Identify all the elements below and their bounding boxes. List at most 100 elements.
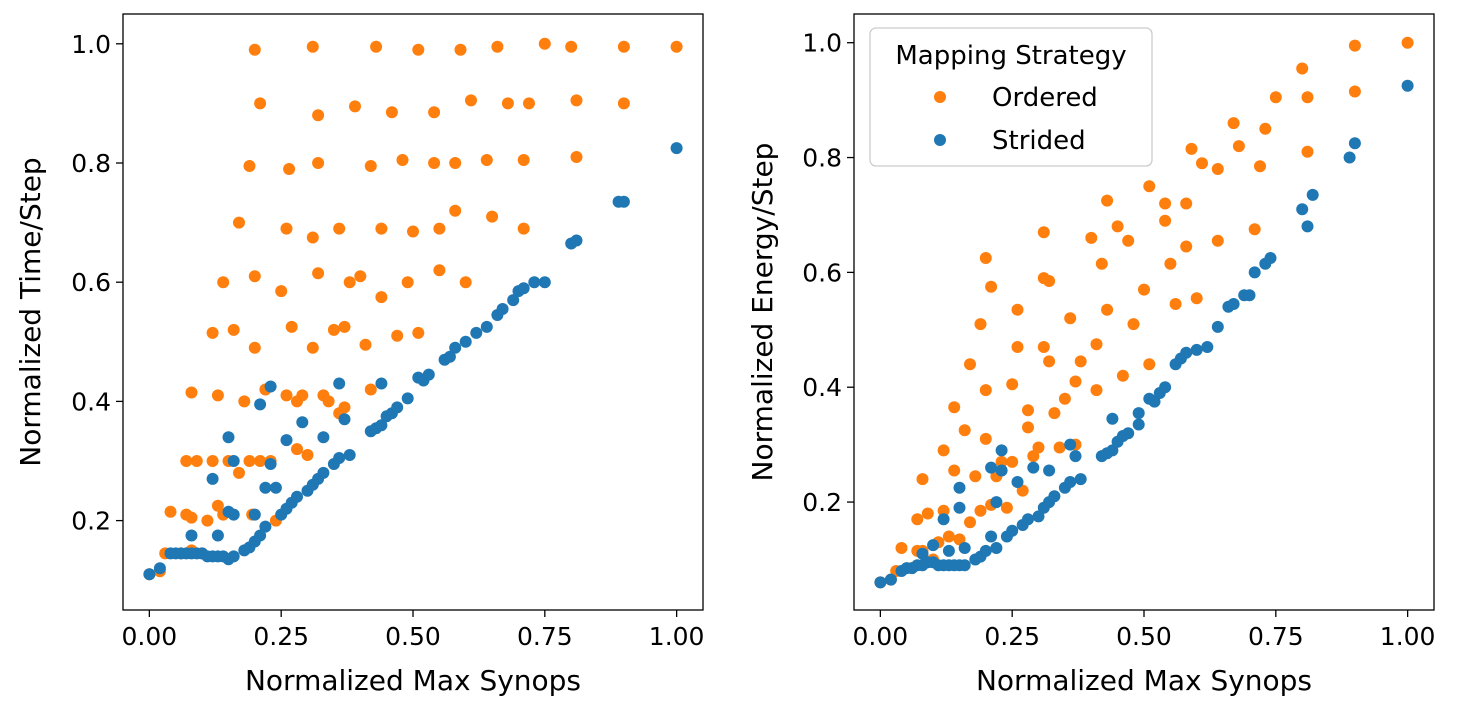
left-ordered-point bbox=[283, 163, 296, 175]
left-x-tick-label: 0.75 bbox=[517, 622, 573, 651]
left-ordered-point bbox=[301, 449, 314, 461]
right-x-axis-label: Normalized Max Synops bbox=[976, 664, 1312, 697]
right-strided-point bbox=[1069, 450, 1082, 463]
right-strided-point bbox=[1201, 341, 1214, 353]
left-strided-point bbox=[227, 508, 240, 521]
left-strided-point bbox=[259, 481, 272, 494]
left-ordered-point bbox=[217, 276, 230, 289]
left-ordered-point bbox=[343, 276, 356, 289]
right-ordered-point bbox=[1022, 404, 1034, 417]
right-ordered-point bbox=[985, 280, 998, 293]
left-data-points bbox=[143, 37, 683, 581]
left-ordered-point bbox=[285, 320, 298, 333]
right-ordered-point bbox=[1269, 91, 1282, 104]
left-strided-point bbox=[338, 413, 351, 426]
right-ordered-point bbox=[1296, 62, 1309, 75]
right-ordered-point bbox=[1037, 226, 1050, 239]
right-ordered-point bbox=[1022, 421, 1034, 434]
left-ordered-point bbox=[617, 40, 630, 53]
right-ordered-point bbox=[969, 470, 982, 483]
left-ordered-point bbox=[565, 40, 578, 53]
right-ordered-point bbox=[953, 533, 966, 546]
right-ordered-point bbox=[979, 252, 992, 264]
right-ordered-point bbox=[1101, 194, 1114, 207]
right-ordered-point bbox=[1164, 257, 1177, 270]
left-strided-point bbox=[222, 431, 235, 444]
left-ordered-point bbox=[296, 389, 309, 402]
right-ordered-point bbox=[1032, 441, 1045, 454]
right-ordered-point bbox=[1000, 501, 1013, 514]
right-strided-point bbox=[1159, 381, 1172, 394]
left-y-tick-label: 0.2 bbox=[71, 507, 111, 536]
right-ordered-point bbox=[1095, 257, 1108, 270]
right-ordered-point bbox=[1048, 407, 1061, 420]
right-ordered-point bbox=[1122, 234, 1135, 247]
right-ordered-point bbox=[1301, 145, 1314, 158]
left-strided-point bbox=[401, 392, 414, 405]
left-ordered-point bbox=[354, 270, 367, 283]
left-strided-point bbox=[670, 142, 683, 155]
left-ordered-point bbox=[359, 338, 372, 351]
right-ordered-point bbox=[1143, 180, 1156, 193]
right-ordered-point bbox=[1058, 392, 1071, 405]
left-strided-point bbox=[507, 294, 520, 307]
right-ordered-point bbox=[974, 504, 987, 517]
right-strided-point bbox=[1048, 490, 1061, 503]
left-ordered-point bbox=[185, 511, 198, 524]
left-ordered-point bbox=[401, 276, 414, 289]
right-strided-point bbox=[1343, 151, 1356, 164]
right-strided-point bbox=[1264, 252, 1277, 264]
right-strided-point bbox=[990, 542, 1003, 554]
right-ordered-point bbox=[1348, 39, 1361, 52]
right-strided-point bbox=[1211, 320, 1224, 333]
right-ordered-point bbox=[1301, 91, 1314, 104]
left-ordered-point bbox=[338, 320, 351, 333]
right-ordered-point bbox=[979, 432, 992, 445]
left-ordered-point bbox=[254, 97, 267, 110]
right-strided-point bbox=[985, 530, 998, 543]
right-ordered-point bbox=[995, 455, 1008, 468]
left-strided-point bbox=[206, 472, 219, 485]
left-strided-point bbox=[422, 368, 435, 381]
right-strided-point bbox=[958, 542, 971, 554]
right-ordered-point bbox=[1006, 455, 1019, 468]
right-ordered-point bbox=[1190, 292, 1203, 305]
right-ordered-point bbox=[1185, 142, 1198, 155]
left-x-tick-label: 0.00 bbox=[122, 622, 178, 651]
left-ordered-point bbox=[375, 222, 388, 235]
right-ordered-point bbox=[1116, 369, 1129, 382]
left-strided-point bbox=[496, 303, 509, 315]
right-ordered-point bbox=[1043, 355, 1056, 368]
right-ordered-point bbox=[937, 444, 950, 457]
left-strided-point bbox=[343, 449, 356, 461]
right-strided-point bbox=[1180, 346, 1193, 359]
left-ordered-point bbox=[312, 267, 325, 280]
right-ordered-point bbox=[1016, 484, 1029, 497]
left-ordered-point bbox=[517, 222, 530, 235]
right-ordered-point bbox=[1180, 197, 1193, 210]
right-strided-point bbox=[884, 573, 897, 586]
left-ordered-point bbox=[375, 291, 388, 304]
left-strided-point bbox=[538, 276, 551, 289]
right-ordered-point bbox=[1069, 375, 1082, 388]
left-x-tick-label: 0.50 bbox=[385, 622, 441, 651]
right-ordered-point bbox=[958, 424, 971, 437]
right-strided-point bbox=[1022, 513, 1034, 526]
left-strided-point bbox=[375, 419, 388, 432]
left-y-tick-label: 1.0 bbox=[71, 30, 111, 59]
right-ordered-point bbox=[911, 513, 924, 526]
right-ordered-point bbox=[1196, 157, 1208, 170]
left-axis-ticks: 0.00 0.25 0.50 0.75 1.00 0.2 0.4 0.6 0.8 1.0 bbox=[71, 30, 704, 651]
right-ordered-point bbox=[895, 542, 908, 554]
left-ordered-point bbox=[306, 40, 319, 53]
right-strided-point bbox=[995, 464, 1008, 477]
legend-title: Mapping Strategy bbox=[895, 41, 1126, 71]
right-ordered-point bbox=[964, 516, 976, 529]
right-y-tick-label: 1.0 bbox=[802, 29, 842, 58]
left-ordered-point bbox=[412, 43, 425, 56]
right-ordered-point bbox=[1090, 338, 1103, 351]
left-strided-point bbox=[528, 276, 541, 289]
left-ordered-point bbox=[201, 514, 214, 527]
left-strided-point bbox=[254, 398, 267, 411]
right-ordered-point bbox=[1074, 355, 1087, 368]
